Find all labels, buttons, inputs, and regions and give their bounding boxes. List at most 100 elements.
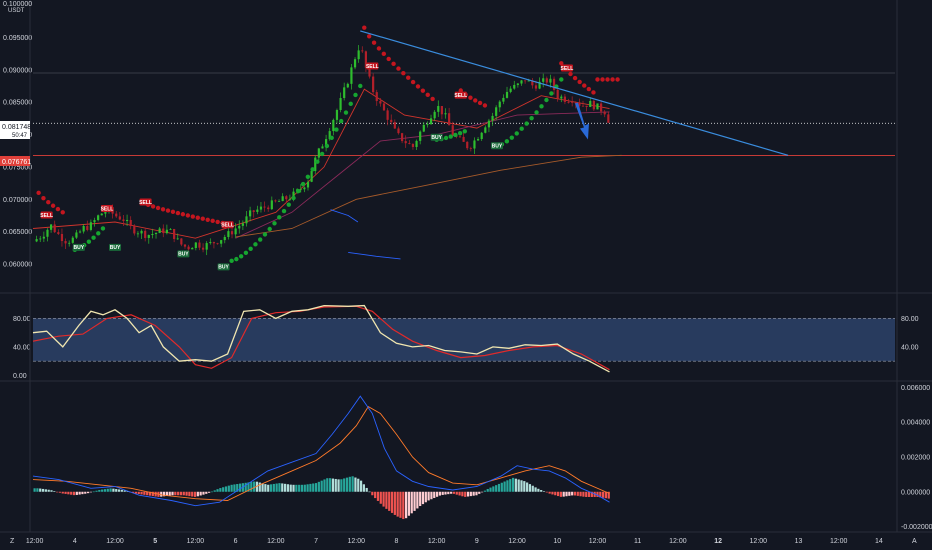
candle-body <box>350 67 353 84</box>
sar-dot <box>91 235 96 240</box>
histogram-bar <box>283 483 287 492</box>
histogram-bar <box>531 485 534 492</box>
histogram-bar <box>410 491 413 514</box>
candle-body <box>299 189 302 191</box>
candle-body <box>49 224 53 230</box>
buy-signal[interactable]: BUY <box>217 263 230 271</box>
time-tick-label: 4 <box>73 538 77 545</box>
candle-body <box>603 111 606 115</box>
candle-body <box>422 124 425 132</box>
histogram-bar <box>174 491 177 496</box>
candle-body <box>314 157 317 172</box>
histogram-bar <box>182 491 185 496</box>
sell-signal[interactable]: SELL <box>139 198 152 206</box>
descending-trendline[interactable] <box>360 30 789 156</box>
histogram-bar <box>289 484 292 492</box>
histogram-bar <box>61 491 64 494</box>
candle-body <box>462 136 465 142</box>
histogram-bar <box>165 491 168 496</box>
sell-signal[interactable]: SELL <box>101 205 114 212</box>
histogram-bar <box>314 483 318 492</box>
candle-body <box>509 88 512 92</box>
candle-body <box>187 246 190 250</box>
histogram-bar <box>92 491 95 493</box>
sar-dot <box>462 129 468 134</box>
histogram-bar <box>585 491 588 497</box>
candle-body <box>372 76 375 93</box>
histogram-bar <box>202 491 205 495</box>
corner-label-right[interactable]: A <box>912 538 917 545</box>
histogram-bar <box>421 491 425 505</box>
sar-dot <box>100 226 106 231</box>
histogram-bar <box>320 480 323 492</box>
sar-dot <box>415 84 421 89</box>
candle-body <box>400 133 404 142</box>
sar-dot <box>600 77 605 82</box>
histogram-bar <box>247 482 250 492</box>
time-axis[interactable]: 12:00 4 12:00 5 12:00 6 12:00 7 12:00 8 12:00 9 12:0… <box>26 538 883 545</box>
histogram-bar <box>191 491 194 497</box>
sar-dot <box>358 83 363 89</box>
stoch-k-line <box>32 304 610 373</box>
candle-body <box>147 235 150 238</box>
time-tick-label: 12:00 <box>589 538 607 545</box>
sar-dot <box>175 210 181 216</box>
time-tick-label: 12:00 <box>106 538 124 545</box>
candle-body <box>375 92 378 102</box>
buy-signal[interactable]: BUY <box>177 250 190 258</box>
candle-body <box>238 225 241 229</box>
level-price-value: 0.076761 <box>2 159 31 166</box>
sar-dot <box>210 218 215 224</box>
histogram-bar <box>134 491 138 494</box>
histogram-bar <box>551 491 554 495</box>
histogram-bar <box>58 491 62 493</box>
candle-body <box>89 222 92 230</box>
signal-badge-bg <box>139 198 152 206</box>
candle-body <box>469 148 472 149</box>
candle-body <box>480 132 483 140</box>
buy-signal[interactable]: BUY <box>109 243 122 251</box>
histogram-bar <box>250 481 253 492</box>
buy-signal[interactable]: BUY <box>430 133 443 141</box>
corner-label-left[interactable]: Z <box>10 538 15 545</box>
candle-body <box>75 232 78 238</box>
candle-body <box>191 248 194 250</box>
histogram-bar <box>303 484 306 492</box>
sell-signal[interactable]: SELL <box>40 211 53 219</box>
histogram-bar <box>123 490 126 492</box>
macd-pane[interactable]: 0.006000 0.004000 0.002000 0.000000 -0.00200… <box>32 385 932 531</box>
histogram-bar <box>520 480 523 492</box>
candle-body <box>125 219 129 222</box>
candle-body <box>419 131 422 141</box>
candle-body <box>361 50 364 52</box>
buy-signal[interactable]: BUY <box>490 142 503 150</box>
histogram-bar <box>599 491 602 498</box>
sell-signal[interactable]: SELL <box>454 91 467 99</box>
sar-dot <box>267 226 272 232</box>
candle-body <box>585 105 588 107</box>
sar-dot <box>36 190 41 196</box>
buy-signal[interactable]: BUY <box>72 243 85 251</box>
sell-signal[interactable]: SELL <box>561 64 574 72</box>
histogram-bar <box>255 481 259 492</box>
signal-badge-bg <box>366 62 379 70</box>
signal-label: BUY <box>110 245 121 251</box>
stochastic-pane[interactable]: 80.00 40.00 0.00 80.00 40.00 <box>13 304 919 380</box>
stoch-tick-left: 40.00 <box>13 344 31 351</box>
histogram-bar <box>86 491 90 494</box>
candle-body <box>491 115 494 121</box>
candle-body <box>252 210 255 212</box>
sar-dot <box>324 143 330 149</box>
sell-signal[interactable]: SELL <box>366 62 379 70</box>
down-arrow-icon[interactable] <box>574 102 589 140</box>
candle-body <box>444 113 447 115</box>
histogram-bar <box>36 488 39 492</box>
histogram-bar <box>492 486 495 492</box>
histogram-bar <box>205 491 208 494</box>
histogram-bar <box>70 491 73 495</box>
price-pane[interactable]: 0.0950000.0900000.0850000.0800000.075000… <box>3 25 895 271</box>
sar-dot <box>381 51 387 57</box>
sell-signal[interactable]: SELL <box>221 221 234 229</box>
histogram-bar <box>258 482 261 492</box>
